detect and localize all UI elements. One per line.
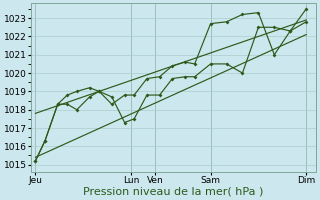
X-axis label: Pression niveau de la mer( hPa ): Pression niveau de la mer( hPa ) (83, 187, 263, 197)
